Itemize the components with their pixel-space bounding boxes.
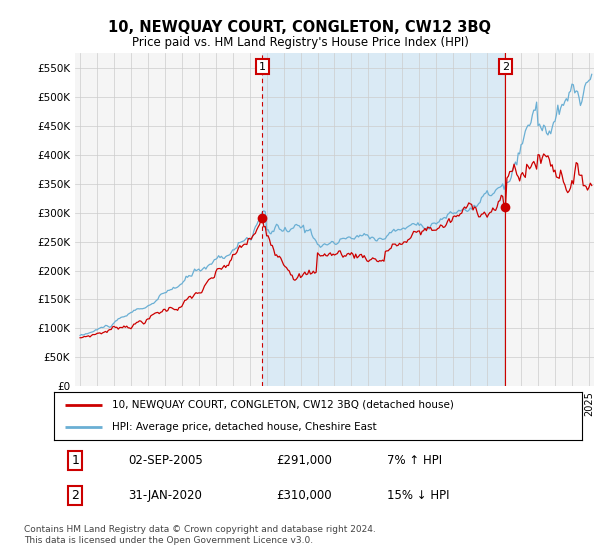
Text: 1: 1 bbox=[259, 62, 266, 72]
Text: 10, NEWQUAY COURT, CONGLETON, CW12 3BQ: 10, NEWQUAY COURT, CONGLETON, CW12 3BQ bbox=[109, 20, 491, 35]
Text: 7% ↑ HPI: 7% ↑ HPI bbox=[386, 454, 442, 467]
Text: 02-SEP-2005: 02-SEP-2005 bbox=[128, 454, 203, 467]
Text: HPI: Average price, detached house, Cheshire East: HPI: Average price, detached house, Ches… bbox=[112, 422, 377, 432]
Text: 10, NEWQUAY COURT, CONGLETON, CW12 3BQ (detached house): 10, NEWQUAY COURT, CONGLETON, CW12 3BQ (… bbox=[112, 400, 454, 410]
Text: 2: 2 bbox=[71, 489, 79, 502]
Text: 1: 1 bbox=[71, 454, 79, 467]
Text: £291,000: £291,000 bbox=[276, 454, 332, 467]
Text: £310,000: £310,000 bbox=[276, 489, 331, 502]
Text: 31-JAN-2020: 31-JAN-2020 bbox=[128, 489, 202, 502]
Bar bbox=[262, 53, 505, 386]
Text: Price paid vs. HM Land Registry's House Price Index (HPI): Price paid vs. HM Land Registry's House … bbox=[131, 36, 469, 49]
Text: 15% ↓ HPI: 15% ↓ HPI bbox=[386, 489, 449, 502]
Text: Contains HM Land Registry data © Crown copyright and database right 2024.
This d: Contains HM Land Registry data © Crown c… bbox=[24, 525, 376, 545]
Text: 2: 2 bbox=[502, 62, 509, 72]
